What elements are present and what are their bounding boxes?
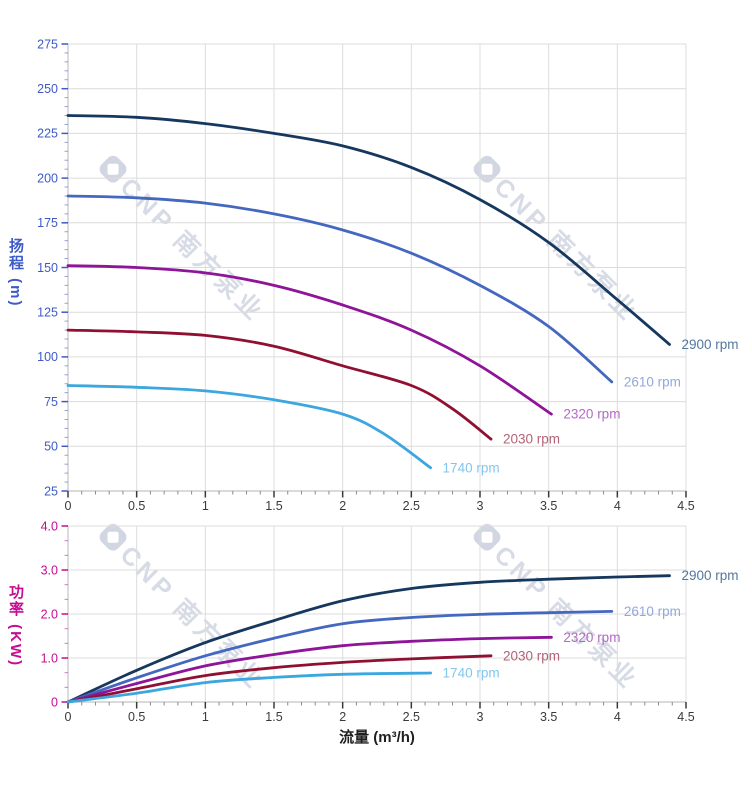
head-chart-rpm-label-1740-rpm: 1740 rpm xyxy=(443,460,500,475)
power-chart-curve-2610-rpm xyxy=(66,610,614,704)
head-chart-rpm-label-2030-rpm: 2030 rpm xyxy=(503,432,560,447)
head-chart-y-tick-label: 250 xyxy=(37,82,58,96)
head-chart-x-tick-label: 0.5 xyxy=(128,499,145,513)
head-chart-curve-2320-rpm xyxy=(66,264,553,416)
head-chart-x-tick-label: 4 xyxy=(614,499,621,513)
power-chart-rpm-label-2030-rpm: 2030 rpm xyxy=(503,648,560,663)
power-chart-y-tick-label: 0 xyxy=(51,695,58,709)
head-chart-x-tick-label: 0 xyxy=(65,499,72,513)
power-chart-curve-2900-rpm xyxy=(66,574,671,704)
head-chart-y-tick-label: 275 xyxy=(37,37,58,51)
head-chart-rpm-label-2320-rpm: 2320 rpm xyxy=(563,407,620,422)
power-chart-curve-2030-rpm xyxy=(66,654,493,704)
flow-axis-title: 流量 (m³/h) xyxy=(339,729,415,746)
power-chart-x-tick-label: 1 xyxy=(202,710,209,724)
power-chart-rpm-label-2900-rpm: 2900 rpm xyxy=(682,568,739,583)
head-chart-y-tick-label: 100 xyxy=(37,350,58,364)
head-chart-x-tick-label: 2 xyxy=(339,499,346,513)
head-chart-curve-2900-rpm xyxy=(66,114,671,346)
power-chart-curve-1740-rpm xyxy=(66,671,432,704)
power-axis-title: 功率 (KW) xyxy=(7,584,24,668)
head-chart-y-tick-label: 75 xyxy=(44,395,58,409)
head-chart-curve-1740-rpm xyxy=(66,384,432,470)
head-chart-x-tick-label: 1.5 xyxy=(265,499,282,513)
head-chart-y-tick-label: 50 xyxy=(44,440,58,454)
power-chart-x-tick-label: 0.5 xyxy=(128,710,145,724)
head-chart-y-tick-label: 25 xyxy=(44,484,58,498)
head-chart-x-tick-label: 4.5 xyxy=(677,499,694,513)
head-chart-curve-2610-rpm xyxy=(66,194,614,384)
head-chart-curve-2030-rpm xyxy=(66,328,493,441)
power-chart-y-tick-label: 1.0 xyxy=(41,651,58,665)
power-chart-y-tick-label: 2.0 xyxy=(41,607,58,621)
power-chart-x-tick-label: 4.5 xyxy=(677,710,694,724)
head-chart-x-tick-label: 3 xyxy=(477,499,484,513)
head-chart-y-tick-label: 225 xyxy=(37,127,58,141)
power-chart-x-tick-label: 3.5 xyxy=(540,710,557,724)
head-axis-title: 扬程 (m) xyxy=(7,238,24,308)
head-chart-y-tick-label: 200 xyxy=(37,171,58,185)
head-chart-y-tick-label: 175 xyxy=(37,216,58,230)
head-chart-x-tick-label: 2.5 xyxy=(403,499,420,513)
power-chart-y-tick-label: 4.0 xyxy=(41,519,58,533)
power-chart-rpm-label-2610-rpm: 2610 rpm xyxy=(624,604,681,619)
head-chart-rpm-label-2900-rpm: 2900 rpm xyxy=(682,337,739,352)
power-chart-x-tick-label: 0 xyxy=(65,710,72,724)
power-chart-x-tick-label: 1.5 xyxy=(265,710,282,724)
head-chart-x-tick-label: 3.5 xyxy=(540,499,557,513)
power-chart-x-tick-label: 3 xyxy=(477,710,484,724)
head-chart-y-tick-label: 150 xyxy=(37,261,58,275)
power-chart-x-tick-label: 2 xyxy=(339,710,346,724)
power-chart-x-tick-label: 4 xyxy=(614,710,621,724)
power-chart-rpm-label-2320-rpm: 2320 rpm xyxy=(563,630,620,645)
power-chart-curve-2320-rpm xyxy=(66,635,553,704)
power-chart-rpm-label-1740-rpm: 1740 rpm xyxy=(443,665,500,680)
head-chart-x-tick-label: 1 xyxy=(202,499,209,513)
head-chart-y-tick-label: 125 xyxy=(37,306,58,320)
head-chart-rpm-label-2610-rpm: 2610 rpm xyxy=(624,374,681,389)
power-chart-x-tick-label: 2.5 xyxy=(403,710,420,724)
power-chart-y-tick-label: 3.0 xyxy=(41,563,58,577)
